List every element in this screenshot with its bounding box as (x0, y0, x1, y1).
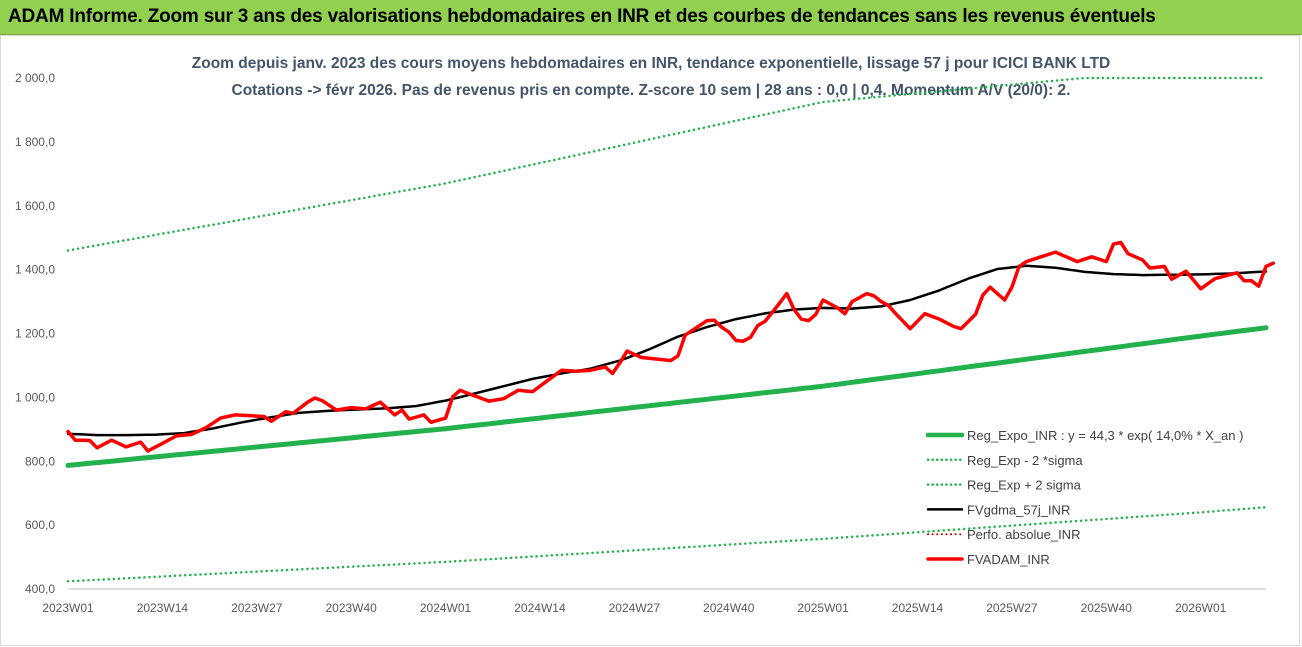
y-tick-label: 1 200,0 (15, 327, 55, 341)
x-tick-label: 2023W14 (137, 601, 189, 615)
legend-label-0: Reg_Expo_INR : y = 44,3 * exp( 14,0% * X… (967, 428, 1243, 443)
x-tick-label: 2026W01 (1175, 601, 1227, 615)
chart-svg: Zoom depuis janv. 2023 des cours moyens … (15, 55, 1276, 615)
x-tick-label: 2024W27 (609, 601, 661, 615)
legend-label-2: Reg_Exp + 2 sigma (967, 478, 1082, 493)
x-tick-label: 2025W40 (1081, 601, 1133, 615)
y-tick-label: 1 600,0 (15, 199, 55, 213)
chart-title: Zoom depuis janv. 2023 des cours moyens … (192, 55, 1110, 72)
x-tick-label: 2025W14 (892, 601, 944, 615)
x-tick-label: 2024W40 (703, 601, 755, 615)
legend-label-5: FVADAM_INR (967, 552, 1050, 567)
series-line-5 (66, 240, 1276, 453)
x-tick-label: 2023W27 (231, 601, 283, 615)
x-tick-label: 2023W01 (42, 601, 94, 615)
y-tick-label: 800,0 (25, 454, 55, 468)
legend: Reg_Expo_INR : y = 44,3 * exp( 14,0% * X… (925, 428, 1243, 567)
y-tick-label: 1 400,0 (15, 263, 55, 277)
x-tick-label: 2024W01 (420, 601, 472, 615)
y-tick-label: 1 000,0 (15, 390, 55, 404)
x-tick-label: 2025W27 (986, 601, 1038, 615)
y-tick-label: 600,0 (25, 518, 55, 532)
y-tick-label: 1 800,0 (15, 135, 55, 149)
chart-frame: Zoom depuis janv. 2023 des cours moyens … (0, 35, 1300, 646)
banner-title: ADAM Informe. Zoom sur 3 ans des valoris… (8, 6, 1156, 27)
legend-label-4: Perfo. absolue_INR (967, 527, 1080, 542)
series-line-2 (66, 76, 1268, 252)
chart-subtitle: Cotations -> févr 2026. Pas de revenus p… (232, 82, 1071, 99)
x-tick-label: 2024W14 (514, 601, 566, 615)
series-line-1 (66, 505, 1268, 583)
x-tick-label: 2025W01 (797, 601, 849, 615)
series-layer (65, 76, 1276, 583)
axes: 400,0 600,0 800,0 1 000,0 1 200,0 1 400,0 1 60… (15, 71, 1266, 615)
banner: ADAM Informe. Zoom sur 3 ans des valoris… (0, 0, 1302, 35)
series-line-0 (65, 325, 1269, 468)
legend-label-1: Reg_Exp - 2 *sigma (967, 453, 1083, 468)
x-tick-label: 2023W40 (325, 601, 377, 615)
y-tick-label: 2 000,0 (15, 71, 55, 85)
y-tick-label: 400,0 (25, 582, 55, 596)
legend-label-3: FVgdma_57j_INR (967, 502, 1070, 517)
